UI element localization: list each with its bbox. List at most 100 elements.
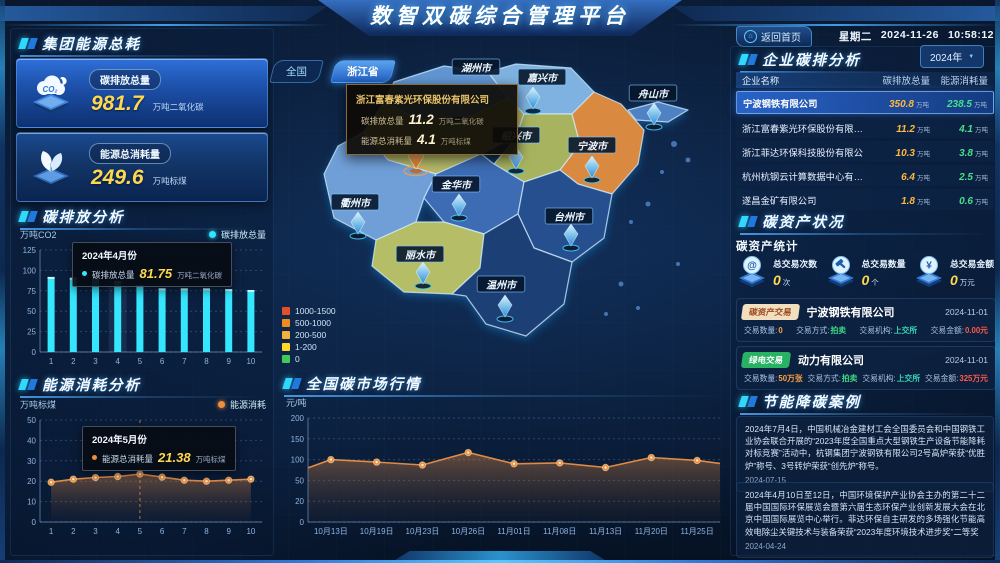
- svg-text:1: 1: [49, 357, 54, 366]
- case-card[interactable]: 2024年4月10日至12日，中国环境保护产业协会主办的第二十二届中国国际环保展…: [736, 482, 994, 558]
- svg-text:1: 1: [49, 527, 54, 536]
- left-rail-decoration: [0, 0, 5, 563]
- carbon-bar-chart[interactable]: 0 25 50 75 100 125 1 2 3 4 5 6 7 8 9 10: [16, 244, 268, 368]
- map-tooltip: 浙江富春紫光环保股份有限公司 碳排放总量 11.2 万吨二氧化碳 能源总消耗量 4.1…: [346, 84, 518, 155]
- co2-cloud-icon: CO₂: [33, 75, 69, 113]
- svg-text:8: 8: [204, 527, 209, 536]
- city-marker-温州市[interactable]: 温州市: [476, 275, 526, 323]
- map-legend: 1000-1500 500-1000 200-500 1-200 0: [282, 306, 336, 366]
- legend-swatch: [282, 319, 290, 327]
- tab-nationwide[interactable]: 全国: [269, 60, 324, 83]
- trade-card[interactable]: 绿电交易 动力有限公司 2024-11-01 交易数量:50万张 交易方式:拍卖 交易机构…: [736, 346, 996, 390]
- home-button[interactable]: ⌂ 返回首页: [736, 25, 812, 47]
- svg-text:5: 5: [138, 357, 143, 366]
- case-card[interactable]: 2024年7月4日，中国机械冶金建材工会全国委员会和中国钢铁工业协会联合开展的“…: [736, 416, 994, 492]
- svg-text:11月20日: 11月20日: [635, 527, 668, 536]
- svg-text:20: 20: [27, 477, 36, 486]
- svg-text:50: 50: [27, 416, 36, 425]
- section-marker-icon: [738, 215, 758, 227]
- region-wenzhou: [451, 213, 573, 337]
- svg-text:衢州市: 衢州市: [340, 198, 372, 210]
- carbon-total-value: 981.7: [91, 92, 144, 115]
- svg-text:宁波市: 宁波市: [577, 141, 609, 153]
- table-row[interactable]: 宁波钢铁有限公司 350.8 万吨 238.5 万吨: [736, 91, 994, 114]
- section-marker-icon: [18, 37, 38, 49]
- section-cases: 节能降碳案例: [738, 392, 988, 415]
- market-line-chart[interactable]: 0 20 50 100 150 200 10月13日 10月19日 10月23日 10月26日 11…: [282, 412, 728, 538]
- svg-text:11月08日: 11月08日: [543, 527, 576, 536]
- section-carbon-asset: 碳资产状况: [738, 212, 988, 235]
- city-marker-台州市[interactable]: 台州市: [544, 207, 594, 252]
- svg-text:3: 3: [93, 527, 98, 536]
- energy-total-unit: 万吨标煤: [152, 176, 187, 186]
- city-marker-丽水市[interactable]: 丽水市: [395, 245, 445, 290]
- legend-swatch: [282, 343, 290, 351]
- chevron-down-icon: ▼: [968, 53, 975, 60]
- carbon-chart-ylabel: 万吨CO2: [20, 230, 57, 240]
- svg-text:11月01日: 11月01日: [497, 527, 530, 536]
- svg-text:台州市: 台州市: [554, 212, 586, 224]
- svg-text:湖州市: 湖州市: [461, 63, 493, 75]
- year-filter-dropdown[interactable]: 2024年 ▼: [920, 45, 985, 68]
- svg-text:9: 9: [226, 357, 231, 366]
- table-row[interactable]: 浙江菲达环保科技股份有限公 10.3 万吨 3.8 万吨: [736, 141, 994, 162]
- svg-text:10月23日: 10月23日: [406, 527, 440, 536]
- carbon-total-card[interactable]: CO₂ 碳排放总量 981.7 万吨二氧化碳: [16, 58, 268, 128]
- page-title: 数智双碳综合管理平台: [370, 5, 630, 28]
- legend-swatch: [282, 355, 290, 363]
- asset-stat-总交易次数: @ 总交易次数 0 次: [736, 254, 817, 288]
- map-legend-item: 0: [282, 354, 336, 364]
- yuan-icon: ¥: [916, 256, 942, 287]
- svg-text:6: 6: [160, 357, 165, 366]
- bottom-line-decoration: [0, 560, 1000, 563]
- energy-line-chart[interactable]: 0 10 20 30 40 50 1 2 3 4 5 6 7 8 9 10: [16, 414, 268, 538]
- asset-stat-总交易金额: ¥ 总交易金额 0 万元: [913, 254, 994, 288]
- carbon-chart-tooltip: 2024年4月份 碳排放总量 81.75 万吨二氧化碳: [72, 242, 233, 287]
- svg-text:10月19日: 10月19日: [360, 527, 394, 536]
- svg-text:11月13日: 11月13日: [589, 527, 622, 536]
- carbon-market-chart-block: 元/吨 0 20 50 100 150 200 10月13日 10月19日 10月23日 10月2…: [282, 396, 728, 546]
- table-row[interactable]: 遂昌金矿有限公司 1.8 万吨 0.6 万吨: [736, 189, 994, 210]
- svg-text:7: 7: [182, 357, 187, 366]
- header-line-right: [670, 24, 1000, 26]
- city-marker-宁波市[interactable]: 宁波市: [567, 136, 617, 184]
- year-filter-value: 2024年: [930, 53, 963, 64]
- title-plate: [318, 0, 682, 36]
- section-marker-icon: [738, 395, 758, 407]
- energy-chart-legend: 能源消耗: [217, 398, 266, 411]
- svg-text:10: 10: [246, 357, 255, 366]
- svg-text:40: 40: [27, 436, 36, 445]
- datetime: 星期二 2024-11-26 10:58:12: [839, 29, 994, 44]
- city-marker-舟山市[interactable]: 舟山市: [628, 84, 678, 131]
- energy-chart-ylabel: 万吨标煤: [20, 400, 57, 410]
- map-canvas[interactable]: 湖州市嘉兴市舟山市绍兴市宁波市金华市衢州市台州市丽水市温州市: [276, 52, 728, 368]
- city-marker-衢州市[interactable]: 衢州市: [330, 193, 380, 240]
- energy-total-card[interactable]: 能源总消耗量 249.6 万吨标煤: [16, 132, 268, 202]
- map-legend-item: 200-500: [282, 330, 336, 340]
- header-decoration-right: [672, 6, 1000, 21]
- section-marker-icon: [18, 378, 38, 390]
- tab-zhejiang[interactable]: 浙江省: [330, 60, 396, 83]
- table-row[interactable]: 浙江富春紫光环保股份有限公司 11.2 万吨 4.1 万吨: [736, 117, 994, 138]
- section-marker-icon: [18, 210, 38, 222]
- coin-icon: @: [739, 256, 765, 287]
- trade-card[interactable]: 碳资产交易 宁波钢铁有限公司 2024-11-01 交易数量:0 交易方式:拍卖 交易机构…: [736, 298, 996, 342]
- city-marker-嘉兴市[interactable]: 嘉兴市: [517, 68, 567, 115]
- market-chart-ylabel: 元/吨: [286, 398, 307, 408]
- svg-text:10月13日: 10月13日: [314, 527, 348, 536]
- svg-text:100: 100: [291, 456, 305, 465]
- coastal-islands: [604, 141, 691, 316]
- svg-text:125: 125: [23, 246, 37, 255]
- svg-text:200: 200: [291, 414, 305, 423]
- trade-badge: 碳资产交易: [740, 304, 800, 320]
- section-energy-consumption: 能源消耗分析: [18, 375, 260, 398]
- city-marker-金华市[interactable]: 金华市: [431, 175, 481, 222]
- svg-text:0: 0: [32, 518, 37, 527]
- svg-text:10: 10: [27, 498, 36, 507]
- svg-text:6: 6: [160, 527, 165, 536]
- svg-text:100: 100: [23, 266, 37, 275]
- svg-text:丽水市: 丽水市: [405, 250, 437, 262]
- header-line-left: [0, 24, 330, 26]
- energy-consumption-chart-block: 万吨标煤 能源消耗 0 10 20 30 40 50 1 2 3 4 5 6 7 8 9 10 2024年5月…: [16, 398, 268, 548]
